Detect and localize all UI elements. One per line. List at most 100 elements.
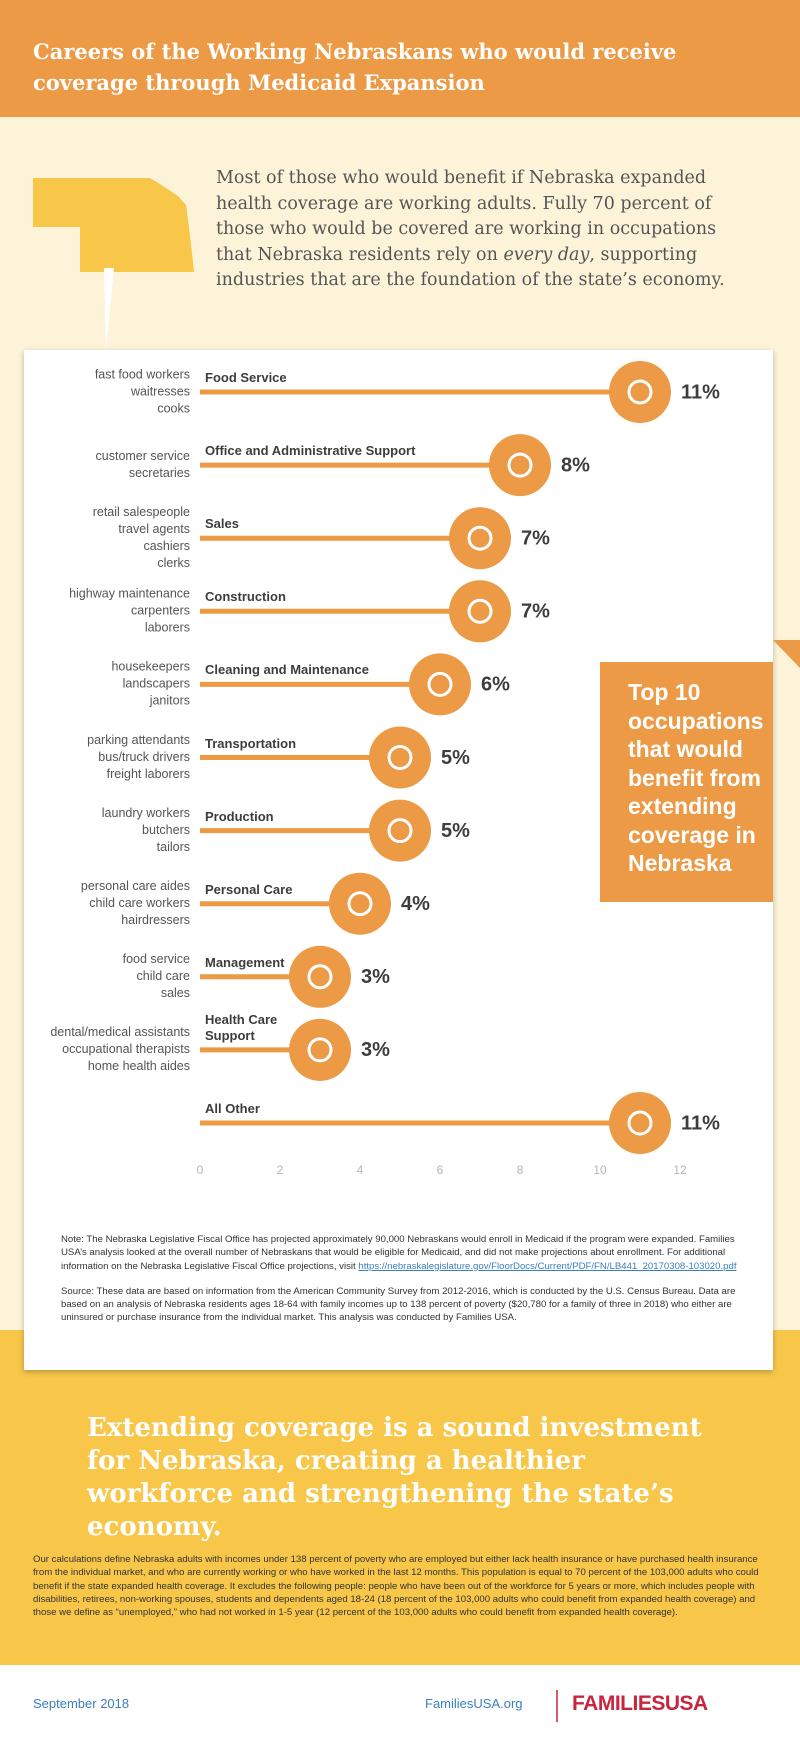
example-occupation: food service xyxy=(123,952,190,966)
example-occupation: laborers xyxy=(145,621,190,635)
footnote: Our calculations define Nebraska adults … xyxy=(33,1554,759,1619)
example-occupation: cashiers xyxy=(143,539,190,553)
bar-end-icon xyxy=(449,580,511,643)
icon-glyph xyxy=(307,964,333,990)
intro-text: Most of those who would benefit if Nebra… xyxy=(216,168,717,265)
bar-end-icon xyxy=(489,434,551,497)
category-label: Health Care Support xyxy=(205,1011,278,1043)
pointer xyxy=(104,268,114,350)
icon-glyph xyxy=(627,1110,653,1136)
example-occupation: retail salespeople xyxy=(93,505,190,519)
intro-emphasis: every day xyxy=(503,244,590,265)
example-occupation: sales xyxy=(161,986,190,1000)
value-label: 6% xyxy=(481,674,510,696)
category-label: All Other xyxy=(205,1101,260,1116)
yellow-band xyxy=(0,1330,800,1665)
header-band xyxy=(0,0,800,117)
bar-end-icon xyxy=(289,1018,351,1081)
intro: Most of those who would benefit if Nebra… xyxy=(216,166,756,294)
bar-end-icon xyxy=(329,872,391,935)
example-occupation: customer service xyxy=(96,449,191,463)
note-link[interactable]: https://nebraskalegislature.gov/FloorDoc… xyxy=(358,1260,737,1272)
bar-end-icon xyxy=(609,1092,671,1154)
nebraska-map xyxy=(33,178,194,272)
example-occupation: freight laborers xyxy=(107,767,190,781)
example-occupation: highway maintenance xyxy=(69,587,190,601)
icon-glyph xyxy=(467,598,493,624)
example-occupation: fast food workers xyxy=(95,367,190,381)
x-tick-label: 4 xyxy=(357,1163,364,1177)
category-label: Management xyxy=(205,954,285,970)
x-tick-label: 0 xyxy=(197,1163,204,1177)
footer-website[interactable]: FamiliesUSA.org xyxy=(425,1696,523,1711)
x-tick-label: 10 xyxy=(593,1163,607,1177)
example-occupation: occupational therapists xyxy=(62,1042,190,1056)
example-occupation: dental/medical assistants xyxy=(50,1025,190,1039)
bar-end-icon xyxy=(449,507,511,570)
icon-glyph xyxy=(347,891,373,917)
bar-end-icon xyxy=(369,726,431,789)
x-tick-label: 2 xyxy=(277,1163,284,1177)
bar-end-icon xyxy=(289,945,351,1008)
icon-glyph xyxy=(627,379,653,405)
example-occupation: landscapers xyxy=(123,677,190,691)
value-label: 4% xyxy=(401,893,430,915)
example-occupation: waitresses xyxy=(130,384,190,398)
category-label: Food Service xyxy=(205,370,287,385)
category-label: Construction xyxy=(205,589,286,605)
example-occupation: bus/truck drivers xyxy=(98,750,190,764)
x-tick-label: 12 xyxy=(673,1163,687,1177)
footer-band xyxy=(0,1665,800,1741)
value-label: 11% xyxy=(681,381,720,403)
icon-glyph xyxy=(387,818,413,844)
category-label: Sales xyxy=(205,516,239,532)
icon-glyph xyxy=(507,452,533,478)
note-text: Note: The Nebraska Legislative Fiscal Of… xyxy=(61,1234,735,1272)
value-label: 5% xyxy=(441,747,470,769)
statement: Extending coverage is a sound investment… xyxy=(87,1413,702,1542)
example-occupation: child care workers xyxy=(89,896,190,910)
footer-date: September 2018 xyxy=(33,1696,130,1711)
logo: FAMILIESUSA xyxy=(572,1692,708,1715)
example-occupation: secretaries xyxy=(129,466,190,480)
callout-tab xyxy=(773,640,800,668)
bar-end-icon xyxy=(369,799,431,862)
note: Note: The Nebraska Legislative Fiscal Of… xyxy=(61,1233,737,1273)
value-label: 3% xyxy=(361,1039,390,1061)
value-label: 5% xyxy=(441,820,470,842)
example-occupation: tailors xyxy=(157,840,190,854)
example-occupation: personal care aides xyxy=(81,879,190,893)
icon-glyph xyxy=(427,671,453,697)
bar-end-icon xyxy=(409,653,471,716)
example-occupation: cooks xyxy=(157,401,190,415)
icon-glyph xyxy=(387,745,413,770)
category-label: Cleaning and Maintenance xyxy=(205,662,369,678)
icon-glyph xyxy=(467,525,493,551)
value-label: 7% xyxy=(521,527,550,549)
title: Careers of the Working Nebraskans who wo… xyxy=(33,39,677,95)
example-occupation: butchers xyxy=(142,823,190,837)
value-label: 8% xyxy=(561,454,590,476)
example-occupation: hairdressers xyxy=(121,913,190,927)
category-label: Transportation xyxy=(205,735,297,751)
callout-text: Top 10 occupations that would benefit fr… xyxy=(628,679,764,876)
example-occupation: janitors xyxy=(149,694,190,708)
example-occupation: carpenters xyxy=(131,604,190,618)
intro-text: , supporting industries that are the fou… xyxy=(216,244,725,291)
source: Source: These data are based on informat… xyxy=(61,1285,736,1324)
category-label: Office and Administrative Support xyxy=(205,443,416,459)
bar-end-icon xyxy=(609,361,671,423)
notes: Note: The Nebraska Legislative Fiscal Of… xyxy=(61,1233,737,1325)
example-occupation: clerks xyxy=(157,556,190,570)
x-tick-label: 8 xyxy=(517,1163,524,1177)
category-label: Production xyxy=(205,808,274,824)
example-occupation: travel agents xyxy=(118,522,190,536)
icon-glyph xyxy=(307,1037,333,1063)
value-label: 11% xyxy=(681,1112,720,1134)
value-label: 7% xyxy=(521,601,550,623)
example-occupation: laundry workers xyxy=(102,806,190,820)
example-occupation: home health aides xyxy=(88,1059,190,1073)
value-label: 3% xyxy=(361,966,390,988)
